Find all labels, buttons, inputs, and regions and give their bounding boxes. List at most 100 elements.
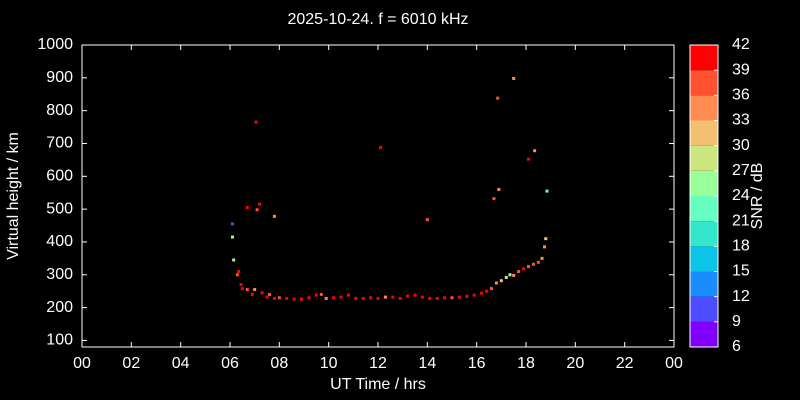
colorbar-band	[690, 145, 718, 171]
point	[485, 289, 489, 293]
point	[420, 295, 424, 299]
colorbar-band	[690, 246, 718, 272]
x-tick-label: 08	[270, 355, 288, 372]
point	[536, 260, 540, 264]
point	[235, 273, 239, 277]
colorbar-tick-label: 24	[732, 187, 750, 204]
point	[492, 197, 496, 201]
y-tick-label: 400	[46, 233, 73, 250]
point	[376, 296, 380, 300]
x-tick-label: 04	[172, 355, 190, 372]
x-tick-label: 02	[122, 355, 140, 372]
point	[332, 296, 336, 300]
colorbar-band	[690, 95, 718, 121]
colorbar-label: SNR / dB	[749, 163, 766, 230]
point	[319, 292, 323, 296]
y-tick-label: 500	[46, 200, 73, 217]
colorbar-band	[690, 120, 718, 146]
point	[533, 149, 537, 153]
point	[369, 296, 373, 300]
colorbar-tick-label: 6	[732, 338, 741, 355]
colorbar-tick-label: 39	[732, 61, 750, 78]
colorbar-band	[690, 70, 718, 96]
y-tick-label: 700	[46, 135, 73, 152]
y-tick-label: 600	[46, 168, 73, 185]
colorbar-tick-label: 27	[732, 162, 750, 179]
point	[522, 267, 526, 271]
point	[450, 296, 454, 300]
point	[496, 96, 500, 100]
point	[267, 292, 271, 296]
colorbar-tick-label: 18	[732, 238, 750, 255]
point	[526, 157, 530, 161]
point	[245, 288, 249, 292]
point	[545, 189, 549, 193]
colorbar-band	[690, 296, 718, 322]
point	[239, 283, 243, 287]
point	[277, 296, 281, 300]
point	[230, 222, 234, 226]
point	[544, 237, 548, 241]
point	[540, 256, 544, 260]
point	[499, 279, 503, 283]
point	[480, 291, 484, 295]
colorbar-band	[690, 321, 718, 347]
point	[314, 293, 318, 297]
x-axis-label: UT Time / hrs	[330, 376, 426, 393]
y-axis-label: Virtual height / km	[5, 132, 22, 260]
point	[398, 296, 402, 300]
x-tick-label: 10	[320, 355, 338, 372]
point	[260, 291, 264, 295]
point	[272, 296, 276, 300]
point	[253, 288, 257, 292]
colorbar-tick-label: 12	[732, 288, 750, 305]
x-tick-label: 20	[566, 355, 584, 372]
x-tick-label: 16	[468, 355, 486, 372]
point	[512, 76, 516, 80]
point	[526, 265, 530, 269]
point	[324, 296, 328, 300]
point	[378, 145, 382, 149]
y-tick-label: 900	[46, 69, 73, 86]
point	[504, 275, 508, 279]
colorbar-tick-label: 21	[732, 212, 750, 229]
point	[255, 208, 259, 212]
point	[258, 202, 262, 206]
point	[230, 235, 234, 239]
x-tick-label: 00	[73, 355, 91, 372]
colorbar-tick-label: 9	[732, 313, 741, 330]
colorbar-band	[690, 271, 718, 297]
colorbar-tick-label: 36	[732, 87, 750, 104]
point	[406, 294, 410, 298]
point	[254, 120, 258, 124]
point	[232, 258, 236, 262]
y-tick-label: 200	[46, 299, 73, 316]
colorbar-tick-label: 30	[732, 137, 750, 154]
point	[489, 287, 493, 291]
point	[354, 296, 358, 300]
x-tick-label: 18	[517, 355, 535, 372]
colorbar-tick-label: 15	[732, 263, 750, 280]
x-tick-label: 14	[418, 355, 436, 372]
point	[391, 295, 395, 299]
x-tick-label: 00	[665, 355, 683, 372]
x-tick-label: 06	[221, 355, 239, 372]
colorbar-tick-label: 33	[732, 112, 750, 129]
x-tick-label: 22	[616, 355, 634, 372]
point	[443, 296, 447, 300]
y-tick-label: 100	[46, 332, 73, 349]
point	[531, 262, 535, 266]
point	[472, 293, 476, 297]
point	[457, 295, 461, 299]
y-tick-label: 800	[46, 102, 73, 119]
plot-frame	[81, 44, 675, 348]
point	[508, 273, 512, 277]
point	[543, 245, 546, 249]
x-tick-label: 12	[369, 355, 387, 372]
point	[265, 295, 269, 299]
point	[250, 292, 254, 296]
point	[512, 273, 516, 277]
point	[465, 294, 469, 298]
point	[517, 270, 521, 273]
